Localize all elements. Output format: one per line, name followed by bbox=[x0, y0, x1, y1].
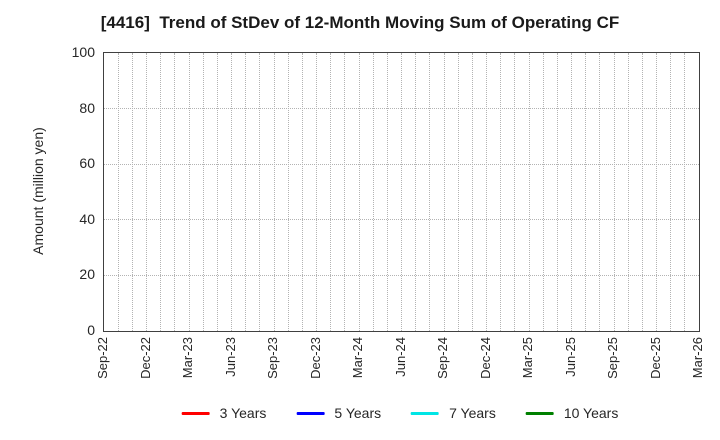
gridline-vertical bbox=[599, 53, 601, 331]
x-tick-label: Sep-23 bbox=[265, 337, 280, 379]
gridline-vertical bbox=[542, 53, 544, 331]
gridline-horizontal bbox=[104, 274, 699, 276]
gridline-vertical bbox=[556, 53, 558, 331]
gridline-vertical bbox=[358, 53, 360, 331]
gridline-vertical bbox=[401, 53, 402, 331]
y-tick-label: 40 bbox=[79, 210, 95, 227]
gridline-vertical bbox=[273, 53, 275, 331]
x-tick-label: Dec-23 bbox=[307, 337, 323, 379]
y-tick-label: 20 bbox=[79, 266, 95, 283]
y-tick-label: 0 bbox=[87, 322, 95, 338]
gridline-horizontal bbox=[104, 108, 699, 110]
gridline-vertical bbox=[245, 53, 247, 331]
legend-item-5-years: 5 Years bbox=[296, 405, 381, 421]
legend-item-7-years: 7 Years bbox=[411, 405, 496, 421]
gridline-vertical bbox=[486, 53, 487, 331]
x-tick-label: Sep-22 bbox=[95, 337, 110, 379]
y-tick-label: 80 bbox=[79, 99, 95, 116]
gridline-vertical bbox=[344, 53, 346, 331]
gridline-vertical bbox=[471, 53, 473, 331]
x-tick-label: Jun-25 bbox=[562, 337, 578, 377]
x-tick-label: Sep-25 bbox=[605, 337, 620, 379]
legend-label: 7 Years bbox=[449, 405, 496, 421]
gridline-vertical bbox=[301, 53, 303, 331]
gridline-vertical bbox=[174, 53, 176, 331]
y-tick-label: 100 bbox=[71, 44, 95, 60]
y-tick-label: 60 bbox=[79, 155, 95, 172]
gridline-vertical bbox=[146, 53, 147, 331]
gridline-vertical bbox=[259, 53, 261, 331]
legend-line-swatch bbox=[181, 411, 210, 415]
gridline-vertical bbox=[627, 53, 629, 331]
x-tick-label: Mar-26 bbox=[690, 337, 705, 379]
gridline-vertical bbox=[684, 53, 686, 331]
legend-item-3-years: 3 Years bbox=[181, 405, 267, 421]
gridline-vertical bbox=[330, 53, 332, 331]
legend-line-swatch bbox=[296, 411, 325, 415]
gridline-vertical bbox=[415, 53, 417, 331]
gridline-vertical bbox=[386, 53, 388, 331]
legend-label: 10 Years bbox=[563, 405, 619, 421]
x-tick-label: Jun-24 bbox=[392, 337, 408, 377]
gridline-vertical bbox=[372, 53, 374, 331]
gridline-vertical bbox=[216, 53, 218, 331]
gridline-vertical bbox=[613, 53, 615, 331]
y-axis-label: Amount (million yen) bbox=[30, 127, 46, 255]
gridline-vertical bbox=[117, 53, 119, 331]
gridline-vertical bbox=[528, 53, 530, 331]
legend-item-10-years: 10 Years bbox=[525, 405, 619, 421]
x-tick-label: Dec-22 bbox=[137, 337, 153, 379]
gridline-horizontal bbox=[104, 163, 699, 165]
legend-label: 3 Years bbox=[219, 405, 267, 421]
gridline-vertical bbox=[429, 53, 431, 331]
x-tick-label: Dec-24 bbox=[477, 337, 493, 379]
gridline-vertical bbox=[202, 53, 204, 331]
plot-area bbox=[103, 52, 700, 332]
gridline-vertical bbox=[585, 53, 587, 331]
x-tick-label: Jun-23 bbox=[222, 337, 238, 377]
x-tick-label: Dec-25 bbox=[647, 337, 663, 379]
legend-label: 5 Years bbox=[334, 405, 382, 421]
gridline-vertical bbox=[287, 53, 289, 331]
gridline-vertical bbox=[231, 53, 232, 331]
gridline-vertical bbox=[656, 53, 657, 331]
gridline-vertical bbox=[571, 53, 572, 331]
legend-line-swatch bbox=[411, 411, 440, 415]
chart-title: [4416] Trend of StDev of 12-Month Moving… bbox=[100, 13, 620, 32]
gridline-vertical bbox=[443, 53, 445, 331]
gridline-horizontal bbox=[104, 219, 699, 221]
legend: 3 Years 5 Years 7 Years 10 Years bbox=[181, 402, 619, 424]
x-tick-label: Sep-24 bbox=[435, 337, 450, 379]
gridline-vertical bbox=[188, 53, 190, 331]
gridline-vertical bbox=[457, 53, 459, 331]
gridline-vertical bbox=[641, 53, 643, 331]
gridline-vertical bbox=[670, 53, 672, 331]
x-tick-label: Mar-24 bbox=[350, 337, 365, 379]
gridline-vertical bbox=[500, 53, 502, 331]
x-tick-label: Mar-25 bbox=[520, 337, 535, 379]
legend-line-swatch bbox=[525, 411, 554, 415]
gridline-vertical bbox=[514, 53, 516, 331]
gridline-vertical bbox=[131, 53, 133, 331]
gridline-vertical bbox=[316, 53, 317, 331]
gridline-vertical bbox=[160, 53, 162, 331]
x-tick-label: Mar-23 bbox=[180, 337, 195, 379]
